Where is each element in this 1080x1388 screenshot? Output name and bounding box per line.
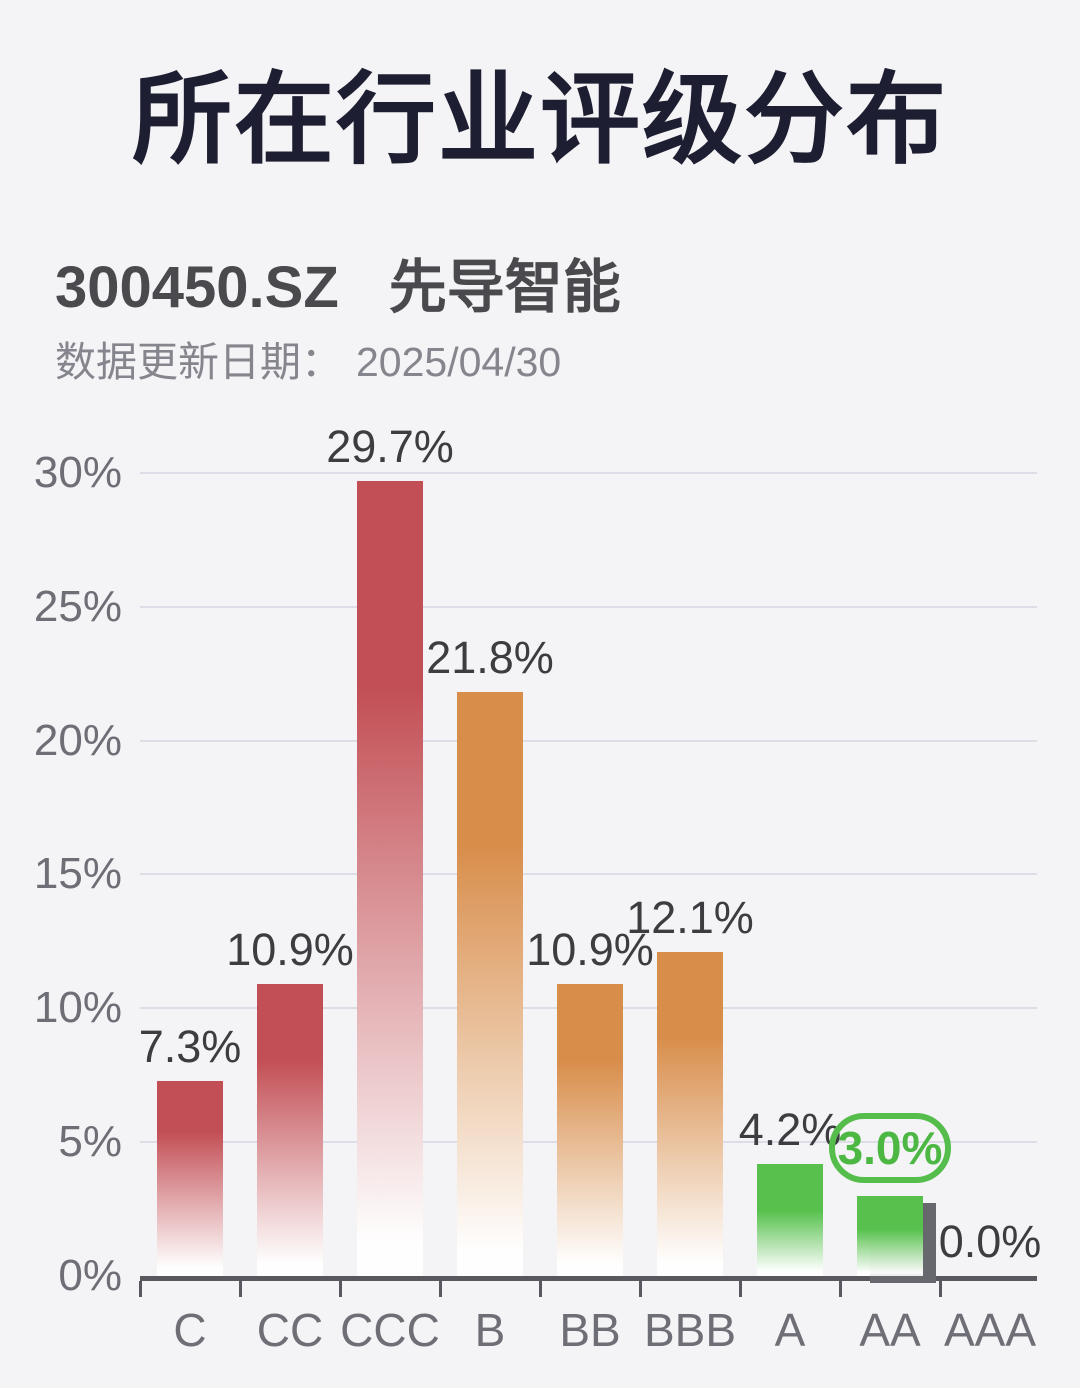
x-tick-label: BBB — [643, 1304, 737, 1356]
page-title: 所在行业评级分布 — [132, 64, 948, 176]
x-axis-line — [140, 1276, 1037, 1281]
axis-tick-mark — [439, 1281, 442, 1297]
axis-tick-mark — [739, 1281, 742, 1297]
bar — [457, 692, 523, 1276]
axis-tick-mark — [639, 1281, 642, 1297]
bar-value-label: 4.2% — [738, 1104, 842, 1155]
x-tick-label: A — [774, 1304, 806, 1356]
bar — [157, 1081, 223, 1276]
bar — [757, 1164, 823, 1276]
bar-value-label: 10.9% — [526, 924, 654, 975]
y-tick-label: 0% — [58, 1251, 122, 1300]
axis-tick-mark — [939, 1281, 942, 1297]
y-tick-label: 15% — [33, 849, 122, 898]
bar — [557, 984, 623, 1276]
stock-code: 300450.SZ — [55, 255, 339, 320]
axis-tick-mark — [839, 1281, 842, 1297]
y-tick-label: 10% — [33, 983, 122, 1032]
y-tick-label: 20% — [33, 716, 122, 765]
gridline — [140, 606, 1037, 608]
axis-tick-mark — [339, 1281, 342, 1297]
bar — [357, 481, 423, 1276]
x-tick-label: CC — [256, 1304, 324, 1356]
bar — [657, 952, 723, 1276]
bar-value-label: 29.7% — [326, 421, 454, 472]
bar-value-label: 10.9% — [226, 924, 354, 975]
stock-row: 300450.SZ 先导智能 — [55, 240, 621, 324]
y-tick-label: 25% — [33, 582, 122, 631]
bar-value-label: 7.3% — [138, 1021, 242, 1072]
axis-tick-mark — [139, 1281, 142, 1297]
x-tick-label: AAA — [943, 1304, 1037, 1356]
axis-tick-mark — [239, 1281, 242, 1297]
bar-value-label: 0.0% — [938, 1216, 1042, 1267]
x-tick-label: B — [474, 1304, 506, 1356]
stock-name: 先导智能 — [388, 255, 621, 320]
gridline — [140, 873, 1037, 875]
x-tick-label: C — [173, 1304, 207, 1356]
gridline — [140, 472, 1037, 474]
y-tick-label: 5% — [58, 1117, 122, 1166]
bar — [257, 984, 323, 1276]
bar-value-label: 12.1% — [626, 892, 754, 943]
axis-tick-mark — [539, 1281, 542, 1297]
x-tick-label: BB — [559, 1304, 621, 1356]
x-tick-label: AA — [859, 1304, 921, 1356]
gridline — [140, 740, 1037, 742]
bar — [857, 1196, 923, 1276]
highlight-pill: 3.0% — [829, 1113, 951, 1183]
update-date-label: 数据更新日期： — [55, 339, 342, 385]
bar-value-label: 21.8% — [426, 632, 554, 683]
chart-area: 0% 5% 10% 15% 20% 25% 30% 7.3% C 10.9% CC 29.7% CCC 2… — [0, 421, 1080, 1388]
update-date-row: 数据更新日期： 2025/04/30 — [55, 328, 561, 388]
x-tick-label: CCC — [340, 1304, 440, 1356]
y-tick-label: 30% — [33, 448, 122, 497]
update-date-value: 2025/04/30 — [356, 339, 562, 385]
